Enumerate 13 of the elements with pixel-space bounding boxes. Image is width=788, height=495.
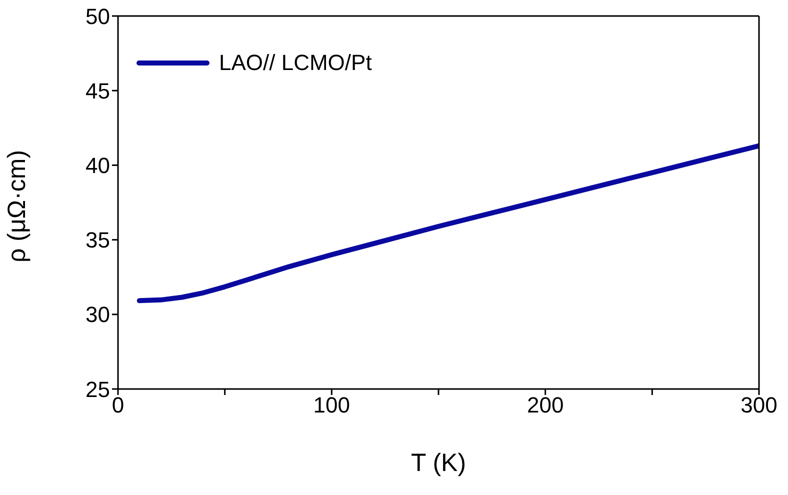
x-axis-title: T (K): [410, 449, 466, 477]
x-tick-label: 100: [313, 392, 350, 418]
y-tick-label: 40: [86, 153, 110, 178]
x-tick-label: 0: [112, 392, 124, 418]
x-tick-label: 300: [740, 392, 778, 418]
legend-label: LAO// LCMO/Pt: [219, 50, 372, 76]
y-tick-label: 25: [86, 376, 110, 402]
y-axis-title: ρ (μΩ·cm): [2, 150, 31, 262]
y-tick-label: 45: [86, 78, 110, 104]
y-tick-label: 50: [86, 4, 110, 29]
x-tick-label: 200: [526, 392, 564, 418]
y-tick-label: 30: [86, 302, 110, 328]
y-tick-label: 35: [86, 228, 110, 253]
